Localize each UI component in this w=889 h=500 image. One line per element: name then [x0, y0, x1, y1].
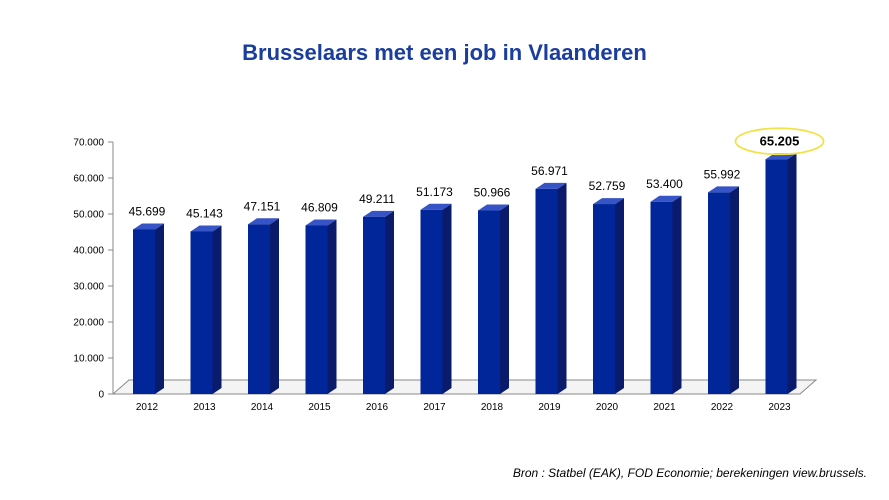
bar-side	[615, 198, 624, 394]
x-tick-label: 2018	[481, 402, 504, 413]
y-tick-label: 10.000	[73, 354, 104, 365]
bar-side	[385, 210, 394, 394]
y-tick-label: 30.000	[73, 282, 104, 293]
bar-top	[133, 223, 164, 230]
bar-top	[420, 203, 452, 210]
chart-floor	[111, 379, 818, 395]
bar-front	[363, 216, 385, 394]
bar-front	[248, 224, 270, 394]
data-label: 55.992	[704, 167, 741, 181]
data-label: 50.966	[474, 186, 511, 200]
bar	[650, 195, 682, 394]
bar-top	[248, 218, 279, 225]
bar-top	[478, 204, 509, 211]
bar	[248, 218, 279, 394]
bar-top	[593, 198, 624, 205]
bar-front	[650, 201, 673, 394]
x-tick-label: 2021	[653, 402, 676, 413]
bar	[420, 203, 452, 394]
data-label: 65.205	[760, 133, 800, 148]
data-label: 56.971	[531, 164, 568, 178]
chart-title: Brusselaars met een job in Vlaanderen	[242, 40, 647, 65]
bar-top	[363, 210, 394, 217]
bar-front	[305, 225, 328, 394]
bar-front	[133, 229, 155, 394]
bar-side	[500, 204, 509, 394]
bar	[190, 225, 222, 394]
bar-top	[535, 182, 567, 189]
bar-side	[270, 218, 279, 394]
floor-plane	[111, 379, 818, 395]
x-axis-tick-labels: 2012 2013 2014 2015 2016 2017 2018 2019 2020 2021…	[136, 402, 791, 413]
x-tick-label: 2015	[308, 402, 331, 413]
bar	[133, 223, 164, 394]
bar	[535, 182, 567, 394]
data-labels: 45.699 45.143 47.151 46.809 49.211 51.173 50.9…	[129, 127, 825, 220]
bar-series	[133, 153, 797, 394]
bar-top	[708, 186, 739, 193]
x-tick-label: 2016	[366, 402, 389, 413]
bar	[305, 219, 337, 394]
bar-side	[155, 223, 164, 394]
bar-side	[212, 225, 222, 394]
x-tick-label: 2013	[193, 402, 216, 413]
data-label: 45.699	[129, 204, 166, 218]
bar-top	[305, 219, 337, 226]
bar-side	[730, 186, 739, 394]
bar-front	[535, 188, 558, 394]
bar-front	[708, 192, 730, 394]
bar	[363, 210, 394, 394]
x-tick-label: 2022	[711, 402, 734, 413]
bar-front	[190, 231, 213, 394]
bar-front	[420, 209, 443, 394]
bar-side	[327, 219, 337, 394]
x-tick-label: 2017	[423, 402, 446, 413]
data-label: 53.400	[646, 177, 683, 191]
bar	[593, 198, 624, 394]
y-tick-label: 50.000	[73, 210, 104, 221]
data-label: 45.143	[186, 206, 223, 220]
bar	[765, 153, 797, 394]
x-tick-label: 2019	[538, 402, 561, 413]
x-tick-label: 2020	[596, 402, 619, 413]
data-label: 49.211	[359, 192, 395, 206]
bar-front	[765, 159, 788, 394]
data-label: 46.809	[301, 200, 338, 214]
bar-front	[593, 204, 615, 394]
bar-side	[557, 182, 567, 394]
x-tick-label: 2012	[136, 402, 159, 413]
data-label: 52.759	[589, 179, 626, 193]
bar	[478, 204, 509, 394]
data-label: 47.151	[244, 199, 281, 213]
bar-side	[672, 195, 682, 394]
y-tick-label: 40.000	[73, 246, 104, 257]
y-tick-label: 0	[98, 390, 104, 401]
x-tick-label: 2023	[768, 402, 791, 413]
bar	[708, 186, 739, 394]
bar-side	[787, 153, 797, 394]
y-tick-label: 70.000	[73, 138, 104, 149]
x-tick-label: 2014	[251, 402, 274, 413]
highlight-ellipse	[734, 127, 825, 156]
bar-front	[478, 210, 500, 394]
y-axis: 0 10.000 20.000 30.000 40.000 50.000 60.000 70.…	[73, 138, 114, 401]
y-tick-label: 20.000	[73, 318, 104, 329]
bar-side	[442, 203, 452, 394]
y-tick-label: 60.000	[73, 174, 104, 185]
bar-top	[650, 195, 682, 202]
data-label: 51.173	[416, 185, 453, 199]
source-note: Bron : Statbel (EAK), FOD Economie; bere…	[512, 466, 867, 480]
bar-top	[190, 225, 222, 232]
